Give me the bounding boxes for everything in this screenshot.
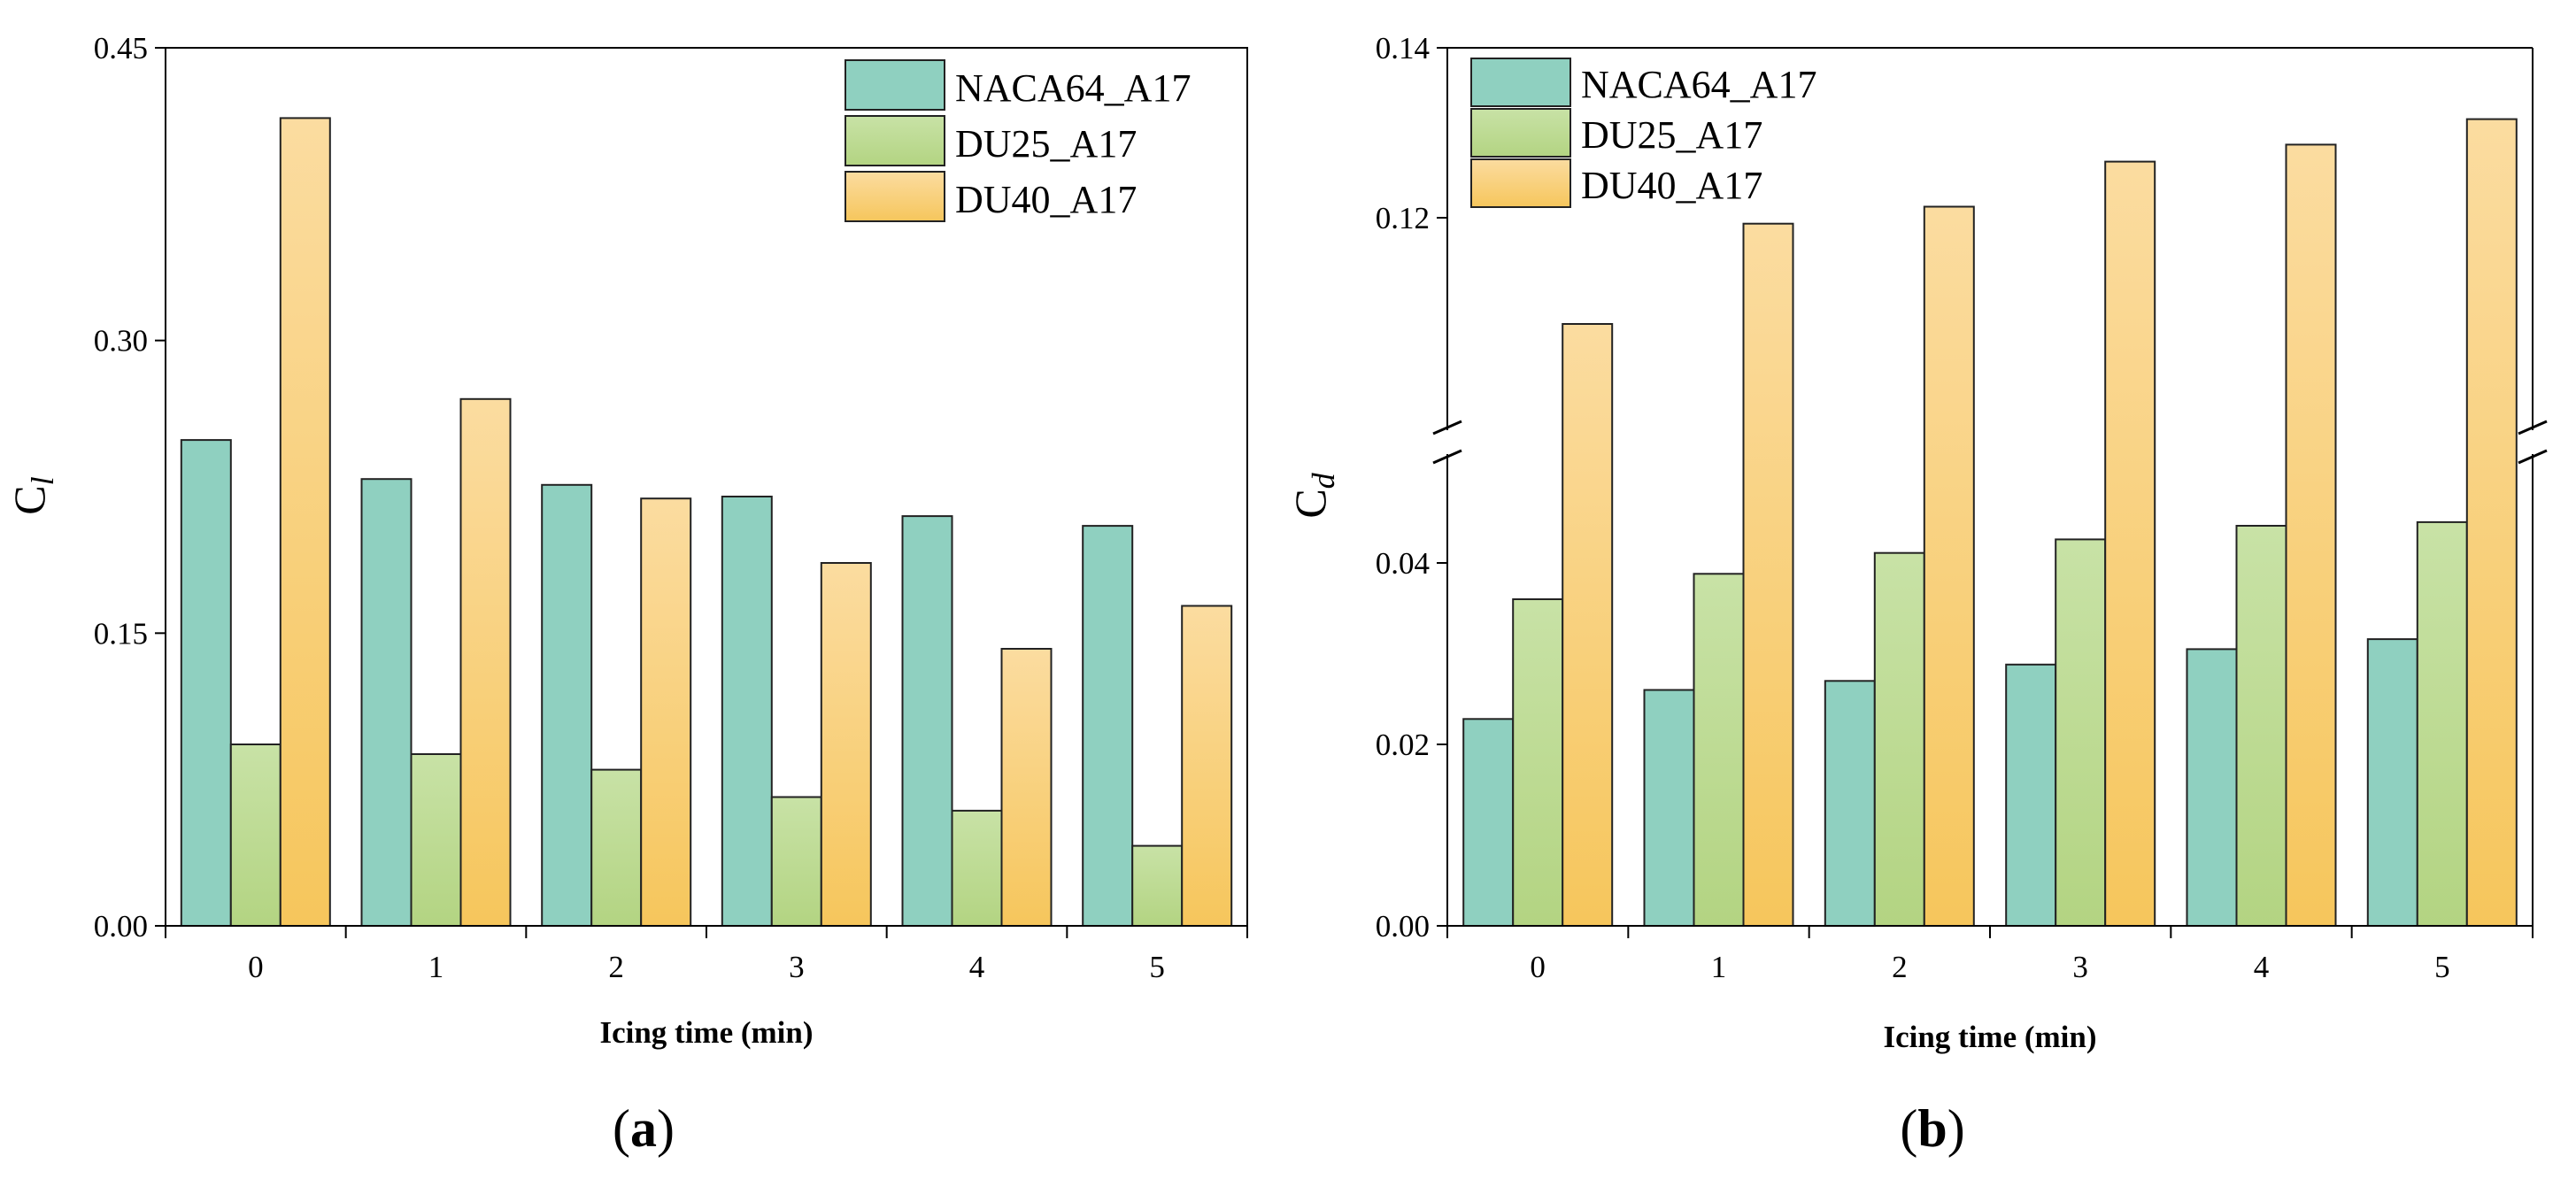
bar-du25-a17-2: [1873, 551, 1925, 927]
bar-du25-a17-2: [590, 768, 643, 927]
y-tick-label: 0.12: [1376, 201, 1430, 235]
panel-a-caption-letter: a: [630, 1099, 657, 1158]
y-axis-title: Cl: [4, 476, 60, 514]
panel-b-caption-close: ): [1947, 1099, 1965, 1158]
y-tick-label: 0.04: [1376, 546, 1430, 581]
x-tick-label: 2: [608, 950, 624, 984]
legend-label-du40-a17: DU40_A17: [955, 178, 1137, 221]
panel-a-caption: (a): [613, 1099, 675, 1158]
bar-naca64-a17-2: [1824, 680, 1876, 928]
bar-du25-a17-5: [1131, 844, 1184, 927]
bar-naca64-a17-2: [541, 483, 593, 927]
x-axis-title: Icing time (min): [1883, 1020, 2096, 1054]
legend-label-du25-a17: DU25_A17: [955, 122, 1137, 166]
panel-a-caption-close: ): [657, 1099, 675, 1158]
x-tick-label: 3: [789, 950, 805, 984]
axis-break-mark-left-lower: [1432, 449, 1462, 465]
bar-du25-a17-1: [1693, 573, 1745, 927]
axis-break-mark-right-upper: [2518, 420, 2548, 435]
y-axis-title-sub: l: [25, 476, 60, 485]
x-axis-title: Icing time (min): [599, 1015, 813, 1050]
x-tick-label: 3: [2072, 950, 2088, 984]
legend-label-naca64-a17: NACA64_A17: [955, 66, 1191, 110]
y-tick-label: 0.30: [94, 324, 148, 358]
bar-naca64-a17-0: [180, 439, 232, 928]
legend: NACA64_A17 DU25_A17 DU40_A17: [1470, 58, 1816, 208]
bar-naca64-a17-5: [1082, 525, 1134, 927]
bar-du40-a17-1: [1742, 222, 1794, 927]
axis-break-mark-right-lower: [2518, 449, 2548, 465]
panel-a-chart: 0.00 0.15 0.30 0.45 0 1 2 3 4 5 Icing time (min) Cl…: [4, 31, 1248, 1050]
bar-du40-a17-5: [2465, 118, 2518, 928]
bar-du25-a17-0: [1512, 598, 1564, 927]
bar-du40-a17-4: [2285, 143, 2337, 927]
bar-naca64-a17-3: [721, 496, 773, 927]
x-tick-label: 0: [248, 950, 264, 984]
bar-du25-a17-1: [410, 753, 462, 927]
legend-swatch-naca64-a17: [845, 59, 945, 111]
bar-naca64-a17-0: [1462, 718, 1515, 927]
legend-swatch-du40-a17: [845, 171, 945, 222]
axis-break-mark-left-upper: [1432, 420, 1462, 435]
y-axis-title-main: C: [1285, 489, 1335, 518]
bar-du40-a17-5: [1181, 605, 1233, 927]
y-axis-title-sub: d: [1306, 472, 1341, 489]
y-tick-label: 0.14: [1376, 31, 1430, 65]
bar-du40-a17-2: [640, 497, 692, 927]
bar-naca64-a17-5: [2366, 638, 2418, 927]
y-axis-title: Cd: [1285, 472, 1341, 518]
bar-du25-a17-4: [2235, 525, 2287, 927]
x-tick-label: 0: [1530, 950, 1546, 984]
panel-b-chart: 0.00 0.02 0.04 0.12 0.14 0 1 2 3 4 5 Icing time (mi…: [1285, 31, 2548, 1054]
bar-du40-a17-3: [820, 562, 872, 927]
bar-du40-a17-0: [279, 117, 331, 927]
legend-swatch-naca64-a17: [1470, 58, 1571, 107]
bar-du40-a17-4: [1000, 648, 1053, 927]
x-tick-label: 4: [2254, 950, 2270, 984]
x-tick-label: 2: [1892, 950, 1908, 984]
bar-du25-a17-0: [229, 744, 282, 927]
legend-label-du40-a17: DU40_A17: [1581, 164, 1762, 207]
legend-swatch-du25-a17: [1470, 108, 1571, 158]
panel-b-caption: (b): [1900, 1099, 1964, 1158]
bar-naca64-a17-1: [1643, 689, 1695, 927]
y-tick-label: 0.02: [1376, 728, 1430, 762]
x-tick-label: 5: [2434, 950, 2450, 984]
bar-du40-a17-0: [1562, 323, 1614, 927]
legend-label-naca64-a17: NACA64_A17: [1581, 63, 1816, 106]
x-tick-label: 4: [969, 950, 985, 984]
bar-du40-a17-2: [1923, 205, 1975, 927]
x-tick-label: 1: [428, 950, 444, 984]
bar-naca64-a17-3: [2005, 663, 2057, 927]
y-axis-title-main: C: [4, 485, 54, 514]
legend-label-du25-a17: DU25_A17: [1581, 113, 1762, 157]
legend: NACA64_A17 DU25_A17 DU40_A17: [845, 59, 1191, 222]
y-tick-label: 0.45: [94, 31, 148, 65]
y-tick-label: 0.00: [1376, 909, 1430, 944]
bar-du25-a17-3: [770, 796, 822, 927]
panel-a-caption-open: (: [613, 1099, 630, 1158]
legend-swatch-du25-a17: [845, 115, 945, 166]
panel-b-caption-open: (: [1900, 1099, 1917, 1158]
x-tick-label: 1: [1711, 950, 1727, 984]
panel-b-caption-letter: b: [1917, 1099, 1947, 1158]
bar-naca64-a17-1: [360, 478, 413, 927]
bar-du40-a17-1: [459, 397, 512, 927]
y-tick-label: 0.00: [94, 909, 148, 944]
x-tick-label: 5: [1149, 950, 1165, 984]
bar-naca64-a17-4: [2186, 648, 2238, 928]
bar-du25-a17-3: [2055, 538, 2107, 928]
bar-du25-a17-4: [951, 809, 1003, 928]
bar-naca64-a17-4: [901, 515, 953, 927]
legend-swatch-du40-a17: [1470, 158, 1571, 208]
bar-du40-a17-3: [2104, 160, 2156, 928]
bar-du25-a17-5: [2416, 520, 2468, 928]
y-tick-label: 0.15: [94, 616, 148, 651]
